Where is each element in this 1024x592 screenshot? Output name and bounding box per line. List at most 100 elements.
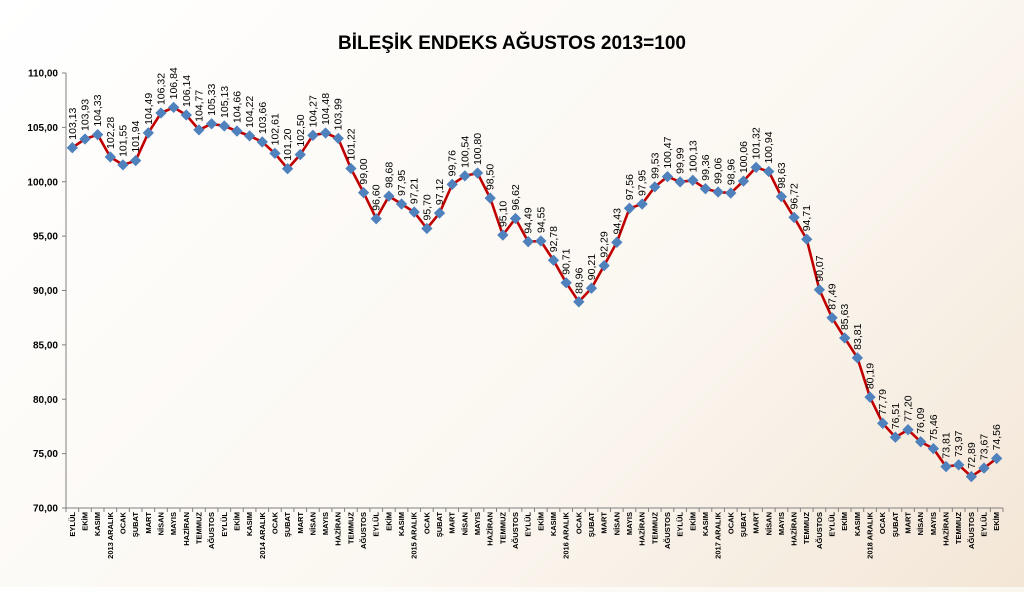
data-label: 96,72	[789, 183, 801, 209]
x-tick-label: EYLÜL	[828, 512, 837, 537]
x-tick-label: AĞUSTOS	[967, 512, 976, 549]
x-tick-label: NİSAN	[308, 512, 317, 535]
series-line	[71, 106, 998, 478]
data-label: 98,96	[725, 159, 737, 185]
x-tick-label: EYLÜL	[524, 512, 533, 537]
data-point	[218, 120, 230, 132]
x-tick-label: HAZİRAN	[638, 512, 647, 546]
x-tick-label: 2013 ARALIK	[106, 511, 115, 558]
data-label: 104,33	[92, 94, 104, 126]
x-tick-label: ŞUBAT	[587, 512, 596, 538]
x-tick-label: MART	[600, 512, 609, 534]
x-tick-label: EYLÜL	[372, 512, 381, 537]
data-label: 104,49	[143, 93, 155, 125]
data-point	[142, 127, 154, 139]
data-point	[547, 254, 560, 266]
x-tick-label: OCAK	[118, 511, 127, 534]
y-tick-label: 105,00	[27, 123, 58, 134]
data-label: 106,14	[181, 75, 193, 107]
y-tick-label: 75,00	[33, 449, 58, 460]
x-tick-label: 2017 ARALIK	[714, 511, 723, 558]
y-tick-label: 80,00	[33, 395, 58, 406]
data-point	[826, 312, 838, 324]
data-point	[433, 207, 446, 219]
data-label: 101,20	[282, 128, 294, 160]
data-label: 99,00	[358, 158, 370, 184]
data-point	[699, 183, 712, 195]
data-label: 104,77	[193, 90, 205, 122]
y-tick-label: 70,00	[33, 504, 58, 515]
x-tick-label: TEMMUZ	[346, 512, 355, 544]
x-tick-label: KASIM	[397, 512, 406, 536]
data-point	[750, 161, 762, 174]
data-point	[459, 170, 471, 182]
data-point	[408, 206, 420, 218]
x-tick-label: ŞUBAT	[131, 512, 140, 538]
x-tick-label: EKİM	[992, 512, 1001, 531]
x-tick-label: TEMMUZ	[194, 512, 203, 544]
data-label: 99,06	[713, 158, 725, 184]
x-tick-label: MAYIS	[777, 512, 786, 535]
data-label: 85,63	[839, 304, 851, 330]
data-label: 101,55	[117, 125, 129, 157]
data-point	[851, 352, 864, 364]
data-label: 104,27	[307, 95, 319, 127]
data-point	[813, 284, 826, 296]
data-point	[231, 125, 243, 137]
x-tick-label: EYLÜL	[676, 512, 685, 537]
x-tick-label: MART	[296, 512, 305, 534]
data-point	[497, 229, 509, 241]
x-tick-label: EYLÜL	[220, 512, 229, 537]
data-point	[598, 259, 610, 272]
x-axis: EYLÜL EKİM KASIM 2013 ARALIK OCAK ŞUBAT MART Nİ…	[65, 508, 1004, 559]
data-point	[649, 181, 661, 193]
data-label: 75,46	[928, 414, 940, 440]
x-tick-label: TEMMUZ	[954, 512, 963, 544]
data-label: 102,28	[105, 117, 117, 149]
data-point	[307, 129, 319, 141]
x-tick-label: EYLÜL	[68, 512, 77, 537]
data-label: 83,81	[852, 323, 864, 349]
x-tick-label: EKİM	[688, 512, 697, 531]
x-tick-label: OCAK	[422, 511, 431, 534]
x-tick-label: KASIM	[93, 512, 102, 536]
data-label: 73,67	[979, 434, 991, 460]
x-tick-label: MAYIS	[625, 512, 634, 535]
y-tick-label: 100,00	[27, 177, 58, 188]
data-point	[319, 127, 332, 139]
data-label: 104,22	[244, 96, 256, 128]
x-tick-label: EKİM	[840, 512, 849, 531]
data-point	[953, 459, 965, 471]
data-label: 73,81	[941, 432, 953, 458]
x-tick-label: OCAK	[270, 511, 279, 534]
x-tick-label: ŞUBAT	[283, 512, 292, 538]
data-label: 94,71	[801, 205, 813, 231]
y-tick-label: 90,00	[33, 286, 58, 297]
data-point	[940, 460, 952, 473]
data-point	[484, 192, 496, 204]
y-tick-label: 85,00	[33, 340, 58, 351]
data-label: 92,29	[599, 231, 611, 257]
data-point	[243, 130, 256, 142]
data-label: 74,56	[991, 424, 1003, 450]
x-tick-label: TEMMUZ	[498, 512, 507, 544]
series-line-path	[71, 106, 998, 478]
data-label: 87,49	[827, 283, 839, 309]
data-label: 102,50	[295, 114, 307, 146]
data-point	[91, 129, 104, 141]
y-axis: 70,00 75,00 80,00 85,00 90,00 95,00 100,00 105,…	[27, 69, 66, 515]
data-label: 103,66	[257, 102, 269, 134]
x-tick-label: NİSAN	[764, 512, 773, 535]
x-tick-label: 2015 ARALIK	[410, 511, 419, 558]
data-label: 94,55	[535, 207, 547, 233]
data-point	[383, 190, 395, 202]
data-point	[269, 147, 281, 160]
x-tick-label: AĞUSTOS	[359, 512, 368, 549]
x-tick-label: AĞUSTOS	[511, 512, 520, 549]
data-point	[725, 187, 737, 199]
x-tick-label: ŞUBAT	[891, 512, 900, 538]
data-label: 90,71	[561, 248, 573, 274]
data-label: 98,63	[776, 162, 788, 188]
